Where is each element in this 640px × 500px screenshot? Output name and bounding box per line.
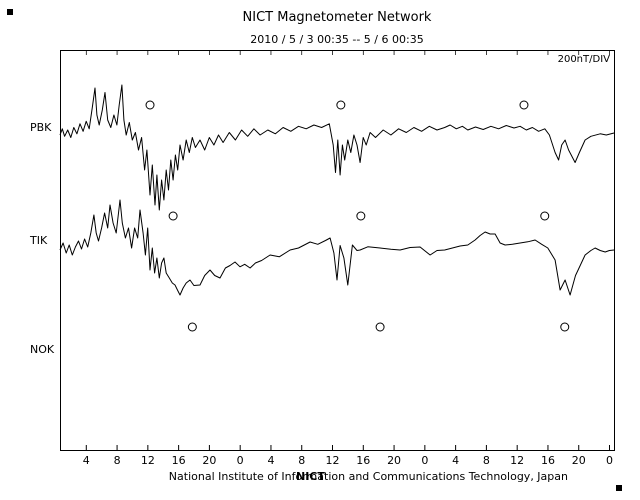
x-tick-label: 4 (267, 454, 275, 467)
magnetogram-trace-tik (59, 199, 615, 296)
x-tick-label: 16 (540, 454, 555, 467)
local-noon-marker (336, 100, 346, 110)
x-tick-label: 16 (171, 454, 186, 467)
local-noon-marker (187, 322, 197, 332)
station-label-pbk: PBK (30, 121, 52, 134)
x-tick-label: 20 (387, 454, 402, 467)
page-title: NICT Magnetometer Network (242, 10, 432, 25)
x-tick-label: 12 (325, 454, 340, 467)
plot-border (60, 50, 615, 451)
station-label-nok: NOK (30, 343, 55, 356)
magnetogram-trace-pbk (59, 84, 615, 211)
corner-marker-bottom-right (616, 485, 622, 491)
local-noon-marker (519, 100, 529, 110)
x-tick-label: 0 (606, 454, 613, 467)
x-tick-label: 8 (482, 454, 490, 467)
x-tick-label: 12 (510, 454, 525, 467)
x-tick-label: 0 (421, 454, 429, 467)
local-noon-marker (560, 322, 570, 332)
local-noon-marker (168, 211, 178, 221)
x-tick-label: 8 (298, 454, 306, 467)
x-tick-label: 4 (82, 454, 90, 467)
x-tick-label: 4 (452, 454, 460, 467)
footer-credit: National Institute of Information and Co… (168, 470, 568, 483)
x-tick-label: 0 (236, 454, 244, 467)
date-range-label: 2010 / 5 / 3 00:35 -- 5 / 6 00:35 (250, 33, 424, 46)
x-tick-label: 12 (140, 454, 155, 467)
station-label-tik: TIK (30, 234, 48, 247)
x-tick-label: 20 (202, 454, 217, 467)
local-noon-marker (356, 211, 366, 221)
corner-marker-top-left (7, 9, 13, 15)
x-tick-label: 20 (571, 454, 586, 467)
x-tick-label: 16 (356, 454, 371, 467)
scale-per-division-label: 200nT/DIV (557, 54, 610, 65)
local-noon-marker (145, 100, 155, 110)
local-noon-marker (540, 211, 550, 221)
nict-watermark: NICT (296, 470, 325, 483)
x-tick-label: 8 (113, 454, 121, 467)
local-noon-marker (375, 322, 385, 332)
